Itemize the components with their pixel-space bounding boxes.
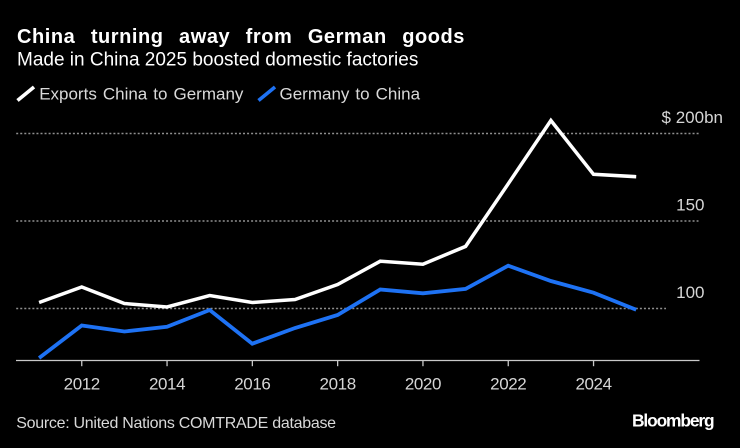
svg-text:2016: 2016 <box>234 375 270 394</box>
svg-text:$ 200bn: $ 200bn <box>662 108 723 127</box>
svg-text:2024: 2024 <box>575 375 611 394</box>
svg-text:2012: 2012 <box>64 375 100 394</box>
svg-text:Exports China to Germany: Exports China to Germany <box>39 85 244 104</box>
svg-text:150: 150 <box>676 196 704 215</box>
svg-text:Germany to China: Germany to China <box>280 85 421 104</box>
svg-text:2014: 2014 <box>149 375 185 394</box>
svg-text:China turning away from German: China turning away from German goods <box>17 26 465 48</box>
svg-text:Bloomberg: Bloomberg <box>632 411 714 431</box>
svg-text:Source: United Nations COMTRAD: Source: United Nations COMTRADE database <box>16 415 336 432</box>
svg-text:Made in China 2025 boosted dom: Made in China 2025 boosted domestic fact… <box>17 50 418 71</box>
svg-text:2018: 2018 <box>320 375 356 394</box>
svg-text:100: 100 <box>676 283 704 302</box>
svg-text:2022: 2022 <box>490 375 526 394</box>
svg-text:2020: 2020 <box>405 375 441 394</box>
